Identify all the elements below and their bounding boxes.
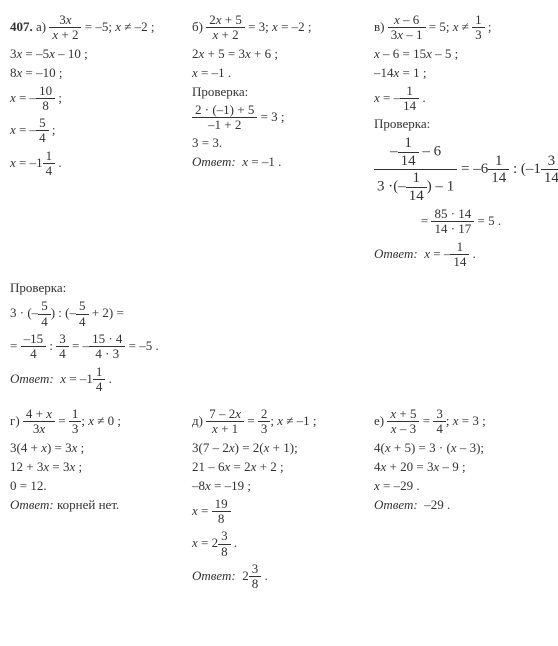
label-d: г)	[10, 413, 20, 428]
bottom-row: г) 4 + x3x = 13; x ≠ 0 ; 3(4 + x) = 3x ;…	[10, 404, 548, 594]
col-e: д) 7 – 2xx + 1 = 23; x ≠ –1 ; 3(7 – 2x) …	[192, 404, 366, 594]
col-a: 407. а) 3xx + 2 = –5; x ≠ –2 ; 3x = –5x …	[10, 10, 184, 272]
label-c: в)	[374, 19, 384, 34]
col-c: в) x – 63x – 1 = 5; x ≠ 13 ; x – 6 = 15x…	[374, 10, 548, 272]
problem-number: 407.	[10, 19, 33, 34]
a-check: Проверка: 3 · (–54) : (–54 + 2) = = –154…	[10, 280, 548, 394]
col-b: б) 2x + 5x + 2 = 3; x = –2 ; 2x + 5 = 3x…	[192, 10, 366, 272]
label-f: е)	[374, 413, 384, 428]
frac: 3xx + 2	[49, 13, 81, 43]
top-row: 407. а) 3xx + 2 = –5; x ≠ –2 ; 3x = –5x …	[10, 10, 548, 272]
col-f: е) x + 5x – 3 = 34; x = 3 ; 4(x + 5) = 3…	[374, 404, 548, 594]
label-a: а)	[36, 19, 46, 34]
label-e: д)	[192, 413, 203, 428]
col-d: г) 4 + x3x = 13; x ≠ 0 ; 3(4 + x) = 3x ;…	[10, 404, 184, 594]
label-b: б)	[192, 19, 203, 34]
